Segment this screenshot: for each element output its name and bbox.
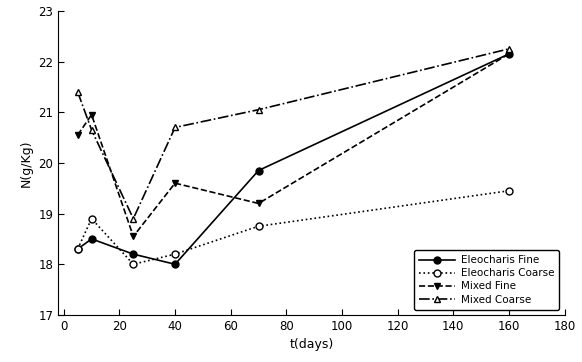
Legend: Eleocharis Fine, Eleocharis Coarse, Mixed Fine, Mixed Coarse: Eleocharis Fine, Eleocharis Coarse, Mixe… [414, 250, 559, 310]
Line: Eleocharis Coarse: Eleocharis Coarse [74, 187, 512, 268]
Eleocharis Fine [172, 262, 179, 266]
Mixed Coarse [88, 128, 95, 132]
Line: Mixed Fine: Mixed Fine [74, 50, 512, 240]
Line: Mixed Coarse: Mixed Coarse [74, 45, 512, 222]
Mixed Coarse [130, 216, 137, 221]
Mixed Coarse [172, 125, 179, 130]
Mixed Coarse [505, 47, 512, 51]
Eleocharis Fine [130, 252, 137, 256]
Eleocharis Coarse [88, 216, 95, 221]
Eleocharis Fine [255, 168, 262, 173]
X-axis label: t(days): t(days) [289, 338, 333, 352]
Eleocharis Coarse [74, 247, 81, 251]
Y-axis label: N(g/Kg): N(g/Kg) [20, 139, 33, 187]
Eleocharis Coarse [505, 189, 512, 193]
Mixed Fine [505, 52, 512, 56]
Eleocharis Fine [74, 247, 81, 251]
Mixed Coarse [74, 90, 81, 94]
Mixed Fine [255, 201, 262, 206]
Mixed Fine [74, 133, 81, 137]
Mixed Coarse [255, 108, 262, 112]
Eleocharis Coarse [130, 262, 137, 266]
Line: Eleocharis Fine: Eleocharis Fine [74, 50, 512, 268]
Eleocharis Coarse [255, 224, 262, 228]
Mixed Fine [130, 234, 137, 239]
Eleocharis Fine [88, 237, 95, 241]
Mixed Fine [88, 113, 95, 117]
Mixed Fine [172, 181, 179, 185]
Eleocharis Fine [505, 52, 512, 56]
Eleocharis Coarse [172, 252, 179, 256]
